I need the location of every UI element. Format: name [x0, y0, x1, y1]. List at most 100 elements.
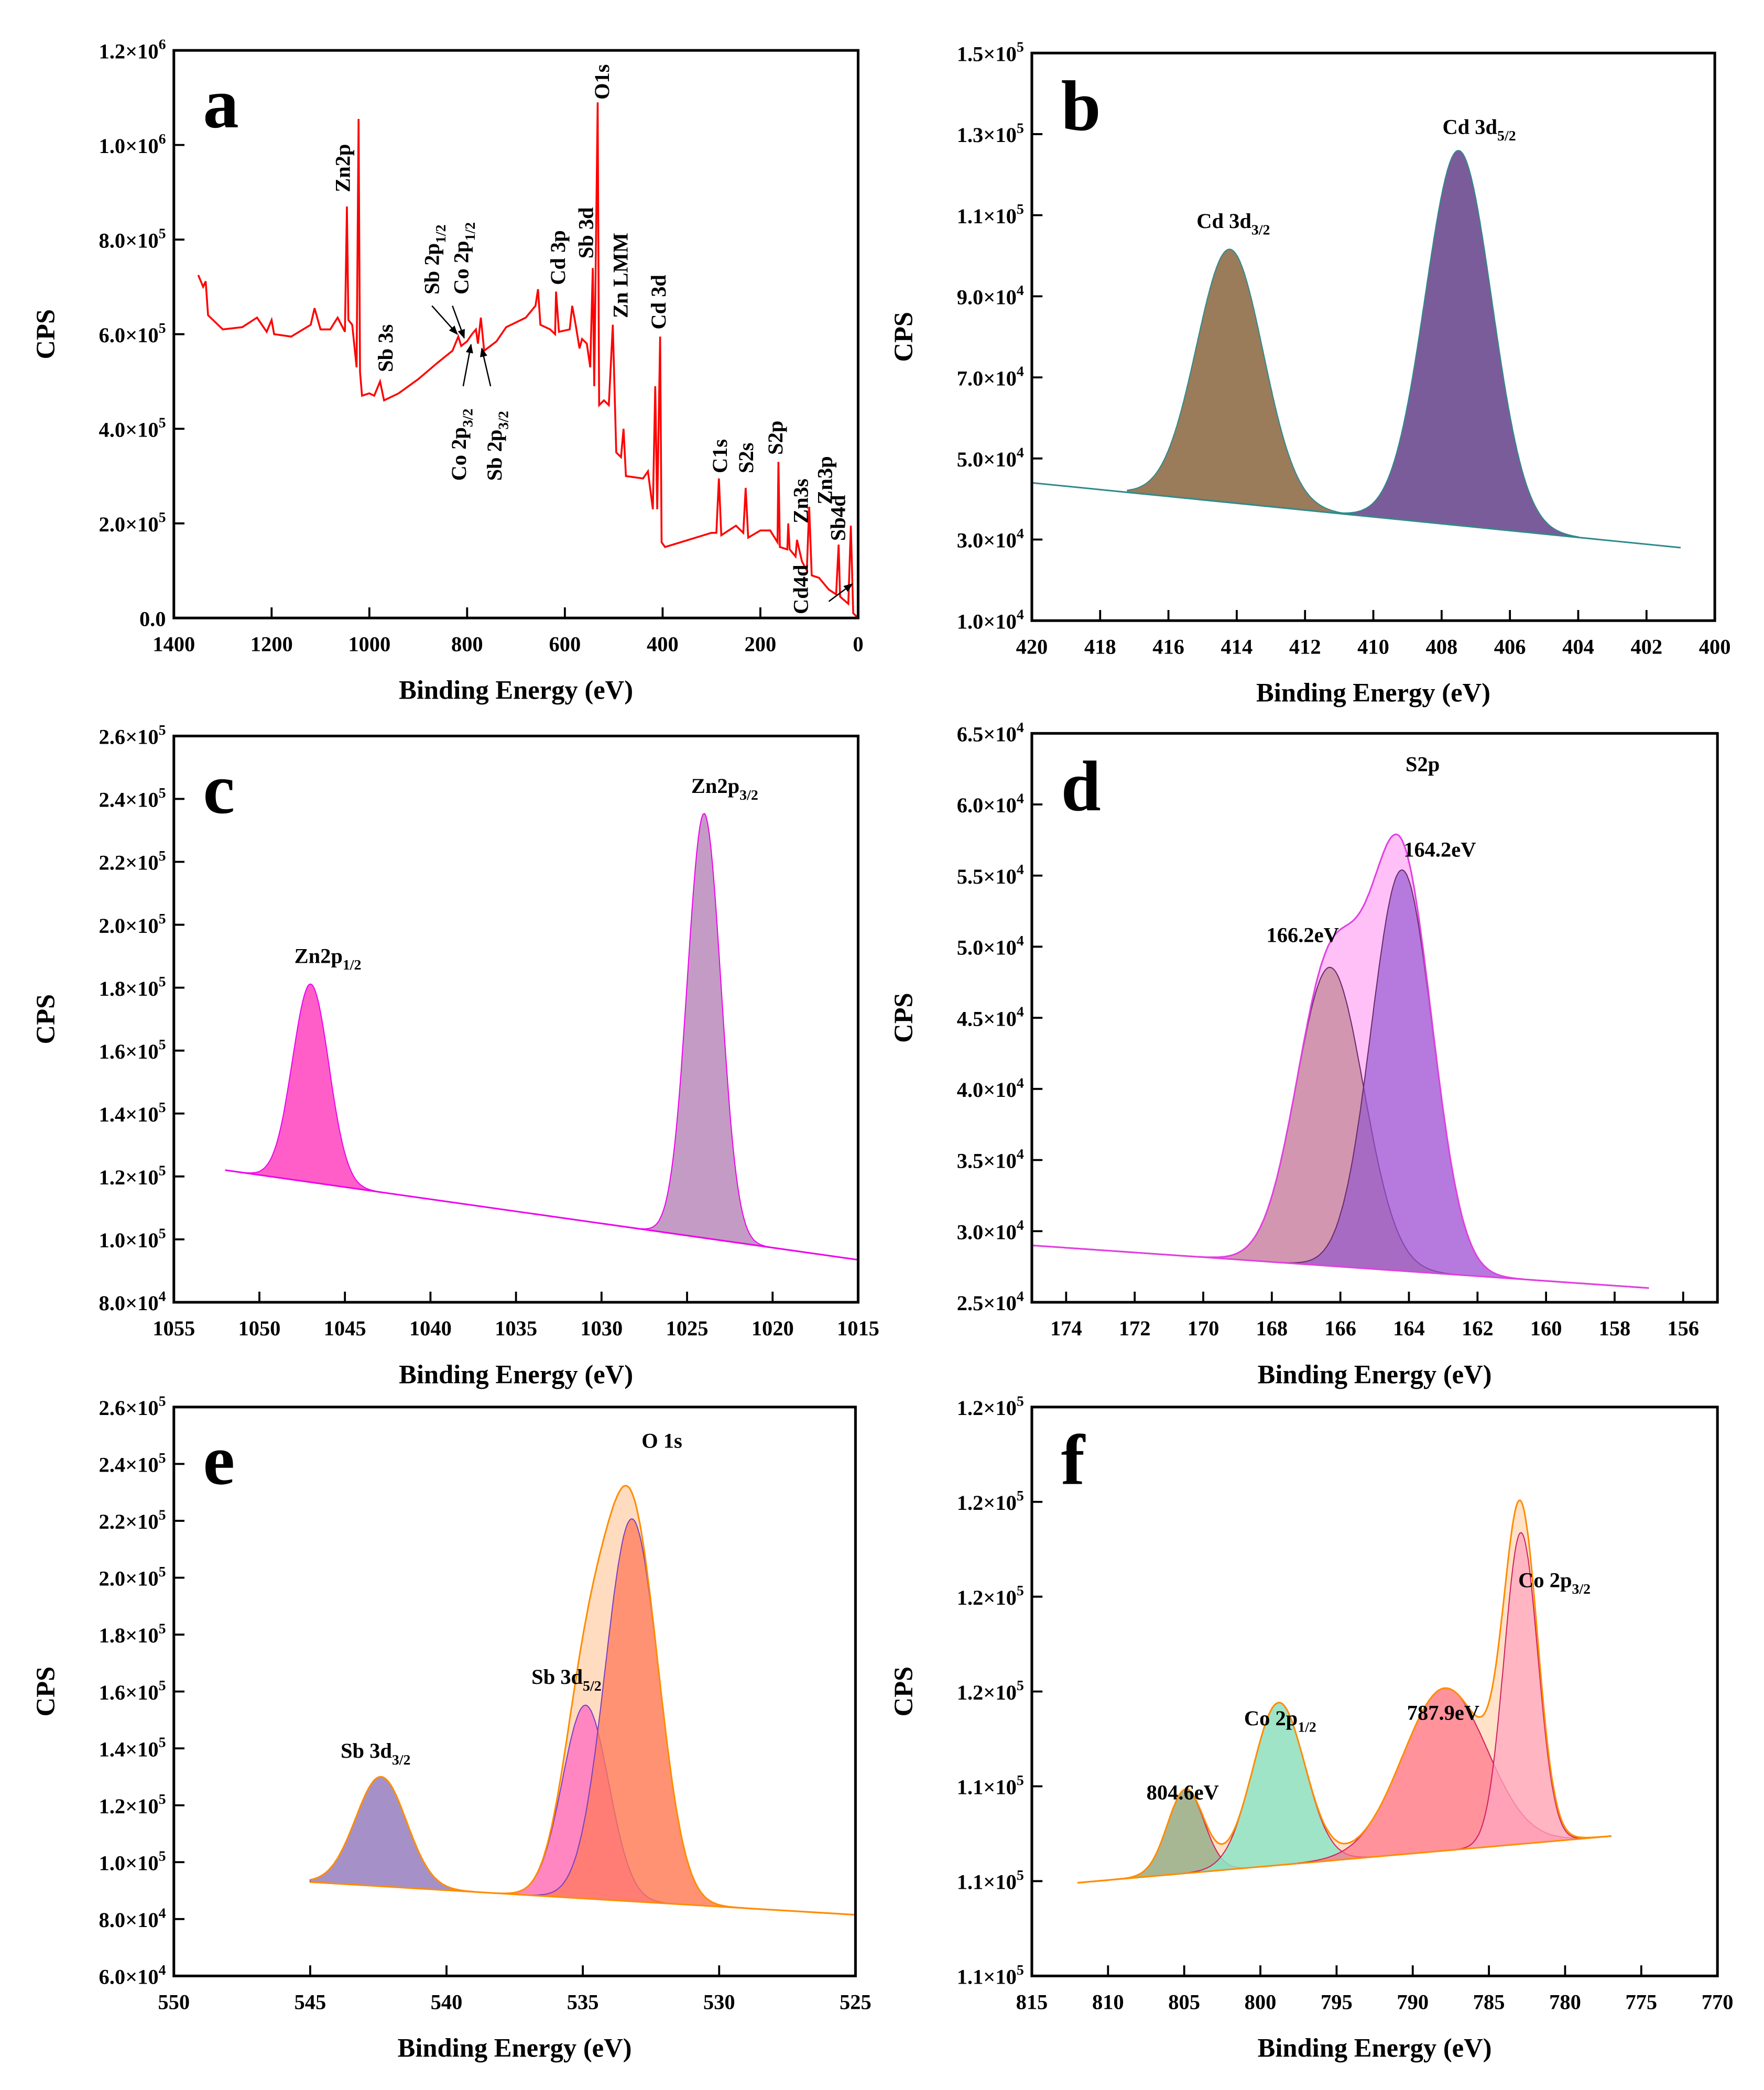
- x-tick-label: 404: [1562, 635, 1594, 659]
- x-tick-label: 200: [745, 632, 777, 656]
- y-tick-label: 1.4×105: [99, 1735, 166, 1761]
- x-tick-label: 406: [1494, 635, 1526, 659]
- panel-letter: e: [203, 1420, 235, 1500]
- x-tick-label: 790: [1397, 1990, 1429, 2014]
- y-tick-label: 1.8×105: [99, 1621, 166, 1648]
- peak-label: 164.2eV: [1403, 838, 1476, 862]
- peak-label: Sb 3d5/2: [531, 1665, 601, 1694]
- envelope-fill: [310, 1485, 856, 1915]
- y-axis-title: CPS: [889, 1667, 918, 1717]
- x-axis-title: Binding Energy (eV): [399, 1359, 633, 1389]
- x-tick-label: 1020: [752, 1316, 794, 1340]
- survey-spectrum-line: [197, 102, 858, 618]
- y-tick-label: 2.0×105: [99, 1564, 166, 1591]
- y-tick-label: 1.8×105: [99, 974, 166, 1000]
- y-tick-label: 9.0×104: [957, 282, 1024, 309]
- y-tick-label: 1.2×105: [957, 1393, 1024, 1420]
- panel-e: 550 545 540 535 530 525 6.0×104 8.0×104 1.0×105 1…: [31, 1393, 872, 2062]
- y-axis-title: CPS: [31, 1667, 60, 1717]
- annotation-arrow: [462, 343, 473, 387]
- y-tick-label: 2.6×105: [99, 1393, 166, 1420]
- peak-label: Sb 3d: [574, 207, 597, 258]
- x-tick-label: 166: [1324, 1316, 1356, 1340]
- peak-label: Zn LMM: [608, 233, 632, 318]
- y-tick-label: 3.5×104: [957, 1146, 1024, 1173]
- annotation-arrow: [431, 305, 458, 335]
- peak-label: C1s: [708, 439, 732, 473]
- panel-c: 1055 1050 1045 1040 1035 1030 1025 1020 1015 8.0×…: [31, 722, 879, 1389]
- peak-label: Zn2p: [331, 144, 355, 192]
- y-tick-label: 1.1×105: [957, 201, 1024, 228]
- y-tick-label: 2.2×105: [99, 848, 166, 875]
- peak-label: S2p: [1406, 753, 1440, 776]
- y-tick-label: 1.1×105: [957, 1962, 1024, 1989]
- y-tick-label: 8.0×104: [99, 1288, 166, 1315]
- plot-area: [309, 1485, 856, 1916]
- x-axis-title: Binding Energy (eV): [1258, 1359, 1492, 1389]
- panel-letter: c: [203, 749, 235, 829]
- x-axis-title: Binding Energy (eV): [1256, 678, 1490, 707]
- y-tick-label: 2.0×105: [99, 509, 166, 536]
- y-tick-label: 6.0×104: [99, 1962, 166, 1989]
- x-tick-label: 162: [1462, 1316, 1494, 1340]
- plot-frame: [1030, 1406, 1719, 1977]
- x-axis-title: Binding Energy (eV): [1258, 2033, 1492, 2063]
- x-tick-label: 400: [647, 632, 679, 656]
- y-tick-label: 4.0×105: [99, 415, 166, 442]
- x-tick-label: 540: [431, 1990, 463, 2014]
- peak-label: Zn2p1/2: [295, 944, 362, 973]
- y-tick-label: 6.0×104: [957, 791, 1024, 818]
- peak-label: 166.2eV: [1267, 923, 1339, 946]
- x-tick-label: 1040: [409, 1316, 452, 1340]
- x-tick-label: 1025: [666, 1316, 709, 1340]
- plot-area: [1031, 833, 1649, 1289]
- x-tick-label: 815: [1016, 1990, 1048, 2014]
- y-tick-label: 1.0×105: [99, 1848, 166, 1875]
- background-line: [225, 1169, 858, 1261]
- peak-label: Sb4d: [826, 495, 850, 541]
- x-axis-title: Binding Energy (eV): [398, 2033, 632, 2063]
- x-tick-label: 156: [1667, 1316, 1699, 1340]
- y-tick-label: 2.6×105: [99, 722, 166, 749]
- annotation-arrow: [452, 306, 465, 339]
- panel-b: 420 418 416 414 412 410 408 406 404 402 400 1.0×104…: [889, 39, 1730, 707]
- peak-label: Co 2p1/2: [1244, 1706, 1316, 1736]
- x-tick-label: 408: [1426, 635, 1458, 659]
- y-tick-label: 5.0×104: [957, 444, 1024, 471]
- x-tick-label: 800: [451, 632, 483, 656]
- x-tick-label: 535: [567, 1990, 599, 2014]
- y-axis-title: CPS: [889, 312, 918, 362]
- y-tick-label: 4.0×104: [957, 1075, 1024, 1102]
- panel-letter: b: [1061, 66, 1101, 146]
- y-tick-label: 4.5×104: [957, 1004, 1024, 1031]
- x-tick-label: 0: [853, 632, 863, 656]
- y-tick-label: 1.0×106: [99, 131, 166, 158]
- x-tick-label: 168: [1256, 1316, 1288, 1340]
- x-tick-label: 414: [1221, 635, 1253, 659]
- x-tick-label: 1200: [251, 632, 293, 656]
- y-tick-label: 1.2×106: [99, 37, 166, 63]
- x-tick-label: 785: [1473, 1990, 1505, 2014]
- peak-label: Cd 3d: [647, 275, 670, 330]
- x-tick-label: 164: [1393, 1316, 1425, 1340]
- background-line: [310, 1881, 856, 1916]
- peak-label: 787.9eV: [1407, 1701, 1479, 1725]
- y-tick-label: 1.0×105: [99, 1225, 166, 1252]
- fit-peak-0: [225, 983, 858, 1260]
- y-tick-label: 2.5×104: [957, 1288, 1024, 1315]
- y-tick-label: 2.2×105: [99, 1507, 166, 1533]
- x-tick-label: 805: [1168, 1990, 1200, 2014]
- peak-label: S2s: [734, 443, 758, 474]
- x-tick-label: 1050: [238, 1316, 280, 1340]
- plot-area: [1031, 150, 1681, 549]
- y-tick-label: 6.5×104: [957, 720, 1024, 746]
- x-tick-label: 412: [1289, 635, 1321, 659]
- y-tick-label: 6.0×105: [99, 320, 166, 347]
- x-axis-title: Binding Energy (eV): [399, 676, 633, 705]
- peak-label: Cd 3d3/2: [1196, 209, 1270, 238]
- x-tick-label: 810: [1092, 1990, 1124, 2014]
- y-axis-title: CPS: [889, 993, 918, 1043]
- x-tick-label: 780: [1549, 1990, 1581, 2014]
- y-tick-label: 8.0×105: [99, 226, 166, 253]
